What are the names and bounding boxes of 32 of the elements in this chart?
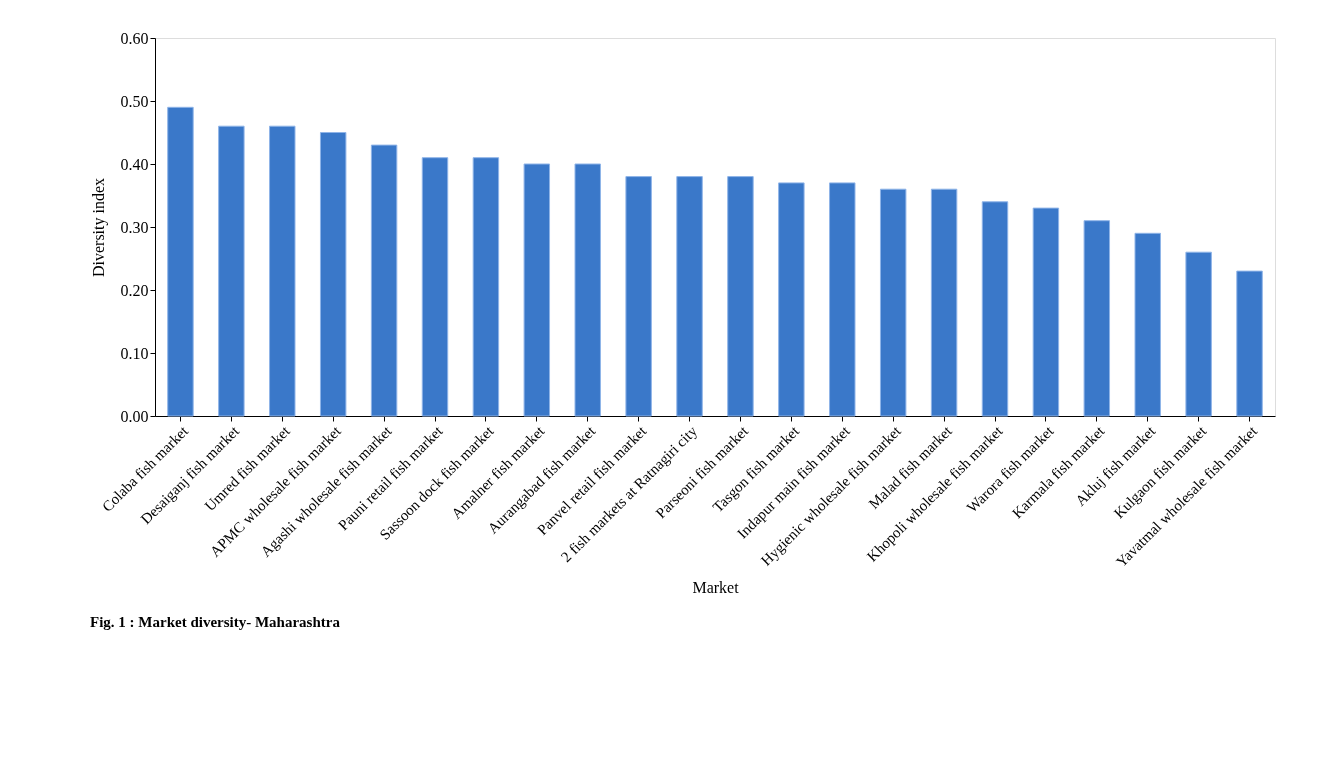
bar (625, 176, 652, 417)
bar (930, 188, 958, 417)
bar (523, 163, 551, 417)
y-tick-label: 0.00 (120, 407, 149, 425)
bar (370, 144, 398, 417)
bar (727, 176, 754, 417)
y-tick-label: 0.50 (120, 92, 149, 110)
bar (981, 201, 1009, 417)
bar (1134, 232, 1161, 417)
bar (574, 163, 601, 417)
bar (1083, 220, 1111, 417)
bar (879, 188, 907, 417)
bar (269, 125, 296, 417)
x-axis-title: Market (692, 579, 740, 596)
bar (472, 157, 500, 417)
y-axis-title: Diversity index (89, 177, 108, 278)
bar (829, 182, 856, 417)
bar (319, 132, 347, 417)
y-tick-label: 0.40 (120, 155, 149, 173)
text: Fig. 1 : Market diversity- Maharashtra (90, 614, 341, 631)
bar (218, 125, 245, 417)
bar (1185, 251, 1212, 417)
bar (1032, 207, 1060, 417)
y-tick-label: 0.20 (120, 281, 149, 299)
bar (167, 106, 194, 417)
y-tick-label: 0.10 (120, 344, 149, 362)
bar (676, 176, 703, 417)
y-tick-label: 0.30 (120, 218, 149, 236)
y-tick-label: 0.60 (120, 29, 149, 47)
bar (1236, 270, 1263, 417)
bar (421, 157, 449, 417)
bar (778, 182, 805, 417)
